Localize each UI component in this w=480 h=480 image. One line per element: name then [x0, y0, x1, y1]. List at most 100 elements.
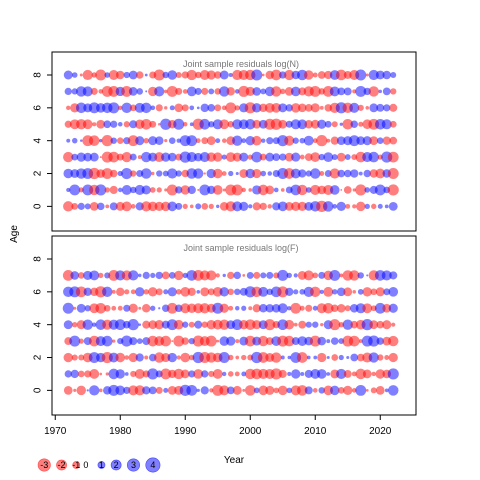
residual-bubble	[284, 152, 294, 162]
residual-bubble	[142, 386, 151, 395]
residual-bubble	[222, 371, 227, 377]
residual-bubble	[383, 288, 391, 296]
residual-bubble	[173, 319, 184, 330]
residual-bubble	[162, 170, 169, 177]
residual-bubble	[265, 337, 274, 345]
residual-bubble	[188, 370, 196, 378]
residual-bubble	[344, 305, 351, 312]
residual-bubble	[388, 385, 399, 396]
residual-bubble	[89, 385, 100, 396]
residual-bubble	[124, 355, 129, 360]
residual-bubble	[149, 120, 157, 128]
residual-bubble	[88, 135, 100, 146]
size-legend: -3 -2 -1 0 1 2 3 4	[37, 457, 161, 473]
residual-bubble	[75, 286, 87, 298]
residual-bubble	[344, 154, 351, 161]
residual-bubble	[71, 153, 79, 161]
residual-bubble	[388, 287, 399, 297]
residual-bubble	[312, 388, 318, 393]
residual-bubble	[323, 385, 334, 396]
residual-bubble	[105, 372, 109, 376]
residual-bubble	[370, 288, 378, 296]
residual-bubble	[135, 353, 144, 362]
residual-bubble	[130, 370, 137, 378]
residual-bubble	[195, 71, 202, 79]
residual-bubble	[156, 187, 162, 193]
residual-bubble	[292, 137, 299, 144]
legend-bubble	[37, 458, 51, 472]
residual-bubble	[312, 305, 318, 311]
y-axis-title: Age	[9, 225, 20, 243]
residual-bubble	[267, 171, 273, 176]
residual-bubble	[160, 335, 172, 347]
residual-bubble	[381, 119, 392, 130]
residual-bubble	[216, 204, 220, 209]
residual-bubble	[160, 118, 172, 130]
residual-bubble	[252, 103, 262, 113]
residual-bubble	[355, 85, 367, 97]
residual-bubble	[128, 270, 139, 281]
residual-bubble	[306, 355, 311, 360]
residual-bubble	[312, 321, 319, 328]
residual-bubble	[356, 201, 366, 212]
residual-bubble	[376, 337, 384, 345]
residual-bubble	[228, 305, 234, 311]
residual-bubble	[278, 119, 288, 129]
legend-label: 4	[150, 460, 155, 470]
residual-bubble	[323, 152, 334, 163]
residual-bubble	[101, 335, 113, 347]
residual-bubble	[148, 320, 158, 330]
residual-bubble	[161, 271, 170, 280]
residual-bubble	[69, 184, 81, 196]
residual-bubble	[128, 87, 138, 96]
residual-bubble	[376, 320, 385, 329]
residual-bubble	[260, 170, 267, 177]
residual-bubble	[384, 204, 389, 209]
residual-bubble	[175, 289, 182, 295]
residual-bubble	[183, 122, 188, 127]
residual-bubble	[207, 104, 216, 112]
residual-bubble	[108, 102, 120, 114]
x-axis: 1970 1980 1990 2000 2010 2020	[44, 414, 392, 437]
residual-bubble	[299, 289, 306, 295]
residual-bubble	[290, 86, 301, 97]
residual-bubble	[343, 87, 352, 96]
residual-bubble	[71, 202, 79, 210]
residual-bubble	[89, 270, 100, 281]
residual-bubble	[257, 184, 269, 196]
residual-bubble	[175, 87, 183, 95]
residual-bubble	[317, 71, 326, 79]
residual-bubble	[326, 339, 331, 344]
residual-bubble	[232, 135, 243, 146]
residual-bubble	[258, 335, 269, 347]
residual-bubble	[136, 338, 143, 344]
residual-bubble	[277, 385, 288, 396]
residual-bubble	[286, 387, 293, 394]
residual-bubble	[103, 304, 111, 312]
residual-bubble	[348, 135, 360, 147]
residual-bubble	[290, 168, 301, 179]
residual-bubble	[155, 386, 163, 394]
residual-bubble	[112, 339, 116, 343]
residual-bubble	[89, 152, 99, 162]
residual-bubble	[111, 289, 116, 294]
residual-bubble	[180, 185, 190, 195]
residual-bubble	[111, 305, 117, 311]
residual-bubble	[364, 187, 371, 193]
residual-bubble	[374, 302, 386, 314]
residual-bubble	[330, 304, 339, 313]
residual-bubble	[344, 169, 352, 178]
residual-bubble	[64, 120, 72, 128]
residual-bubble	[252, 119, 262, 129]
residual-bubble	[109, 185, 118, 195]
residual-bubble	[127, 135, 139, 147]
residual-bubble	[266, 137, 274, 145]
residual-bubble	[180, 303, 191, 314]
residual-bubble	[298, 320, 307, 329]
y-tick-label: 0	[33, 203, 44, 209]
residual-bubble	[335, 69, 347, 81]
residual-bubble	[324, 120, 332, 128]
residual-bubble	[227, 288, 234, 296]
residual-bubble	[251, 69, 263, 81]
residual-bubble	[174, 270, 184, 281]
